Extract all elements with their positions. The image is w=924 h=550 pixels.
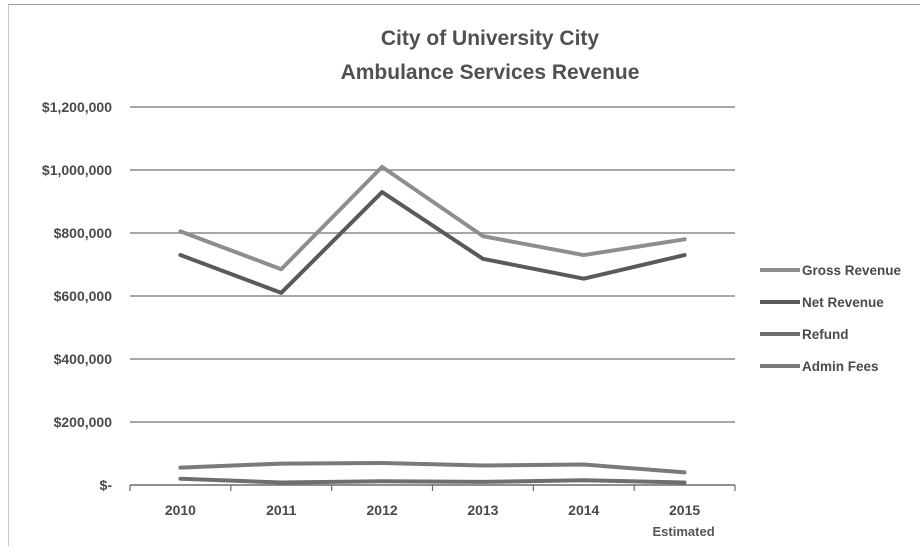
y-tick-label: $400,000 (54, 351, 113, 367)
y-tick-label: $1,000,000 (42, 162, 112, 178)
legend-label: Gross Revenue (802, 263, 902, 278)
x-tick-label: 2014 (568, 502, 599, 518)
y-tick-label: $- (100, 477, 113, 493)
x-tick-sublabel: Estimated (653, 524, 715, 539)
legend: Gross Revenue Net Revenue Refund Admin Fees (760, 263, 902, 374)
y-tick-label: $1,200,000 (42, 99, 112, 115)
x-tick-label: 2011 (266, 502, 297, 518)
series-lines (178, 164, 687, 485)
series-line-gross-revenue (178, 164, 687, 272)
legend-label: Net Revenue (802, 295, 884, 310)
x-axis: 2010 2011 2012 2013 2014 2015 Estimated (129, 484, 736, 539)
x-tick-label: 2010 (165, 502, 196, 518)
series-line-refund (178, 476, 687, 485)
series-line-admin-fees (178, 460, 687, 475)
y-axis-ticks: $- $200,000 $400,000 $600,000 $800,000 $1,000… (42, 99, 112, 493)
gridlines (130, 106, 735, 423)
chart-subtitle: Ambulance Services Revenue (340, 61, 640, 84)
chart-title: City of University City (380, 27, 600, 50)
y-tick-label: $800,000 (54, 225, 113, 241)
x-tick-label: 2012 (367, 502, 398, 518)
x-tick-label: 2013 (467, 502, 498, 518)
chart-frame (8, 4, 920, 546)
y-tick-label: $600,000 (54, 288, 113, 304)
y-tick-label: $200,000 (54, 414, 113, 430)
legend-label: Admin Fees (802, 359, 879, 374)
legend-label: Refund (802, 327, 849, 342)
x-tick-label: 2015 (669, 502, 700, 518)
series-line-net-revenue (178, 190, 687, 295)
